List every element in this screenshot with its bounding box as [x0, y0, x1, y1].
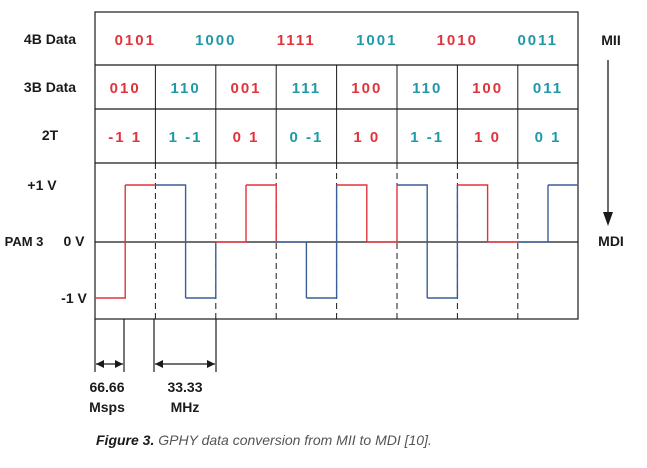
- data-4b-value: 0101: [115, 32, 156, 49]
- waveform-segment: [155, 184, 187, 298]
- data-3b-value: 100: [351, 80, 382, 97]
- measurement-arrowheads: [96, 360, 215, 368]
- two-t-value: 1 0: [474, 129, 501, 146]
- symbol-rate-value: 66.66: [89, 379, 124, 395]
- two-t-value: 0 1: [535, 129, 562, 146]
- data-3b-value: 111: [292, 80, 321, 97]
- two-t-values: -1 1 1 -1 0 1 0 -1 1 0 1 -1 1 0 0 1: [108, 129, 562, 146]
- row-dividers: [154, 65, 519, 163]
- data-3b-value: 011: [533, 80, 563, 97]
- two-t-value: 0 1: [233, 129, 260, 146]
- data-3b-value: 100: [472, 80, 503, 97]
- data-3b-value: 110: [412, 80, 442, 97]
- row-label-3b-data: 3B Data: [24, 79, 76, 95]
- waveform-segment: [336, 184, 368, 242]
- level-label-minus-1v: -1 V: [61, 290, 87, 306]
- data-4b-values: 0101 1000 1111 1001 1010 0011: [115, 32, 558, 49]
- frequency-unit: MHz: [171, 399, 200, 415]
- waveform-segment: [457, 184, 489, 242]
- waveform-segment: [397, 184, 428, 298]
- waveform-segment: [517, 185, 549, 243]
- frequency-value: 33.33: [167, 379, 202, 395]
- arrow-down-icon: [603, 212, 613, 226]
- data-3b-values: 010 110 001 111 100 110 100 011: [110, 80, 563, 97]
- waveform-segment: [246, 184, 277, 242]
- data-4b-value: 1000: [195, 32, 236, 49]
- waveform-segment: [306, 185, 338, 299]
- waveform-segment: [95, 185, 126, 299]
- two-t-value: 1 -1: [410, 129, 444, 146]
- waveform-segment: [215, 185, 247, 243]
- data-4b-value: 0011: [517, 32, 558, 49]
- waveform-segment: [276, 241, 308, 298]
- symbol-rate-unit: Msps: [89, 399, 125, 415]
- waveform-segment: [366, 185, 398, 243]
- pam3-waveform: [95, 184, 579, 299]
- arrow-left-icon: [96, 360, 104, 368]
- two-t-value: 1 0: [353, 129, 380, 146]
- caption-label: Figure 3.: [96, 432, 155, 448]
- data-4b-value: 1001: [356, 32, 397, 49]
- level-label-0v: 0 V: [63, 233, 85, 249]
- caption-text: GPHY data conversion from MII to MDI [10…: [158, 432, 432, 448]
- waveform-segment: [185, 242, 217, 299]
- data-4b-value: 1111: [277, 32, 316, 49]
- level-label-plus-1v: +1 V: [27, 177, 57, 193]
- row-label-4b-data: 4B Data: [24, 31, 76, 47]
- waveform-segment: [427, 185, 459, 299]
- data-3b-value: 001: [230, 80, 261, 97]
- level-label-pam3: PAM 3: [5, 234, 44, 249]
- two-t-value: 0 -1: [289, 129, 323, 146]
- two-t-value: -1 1: [108, 129, 142, 146]
- figure-caption: Figure 3. GPHY data conversion from MII …: [96, 432, 432, 448]
- data-3b-value: 110: [170, 80, 200, 97]
- two-t-value: 1 -1: [169, 129, 203, 146]
- row-label-2t: 2T: [42, 127, 59, 143]
- data-4b-value: 1010: [437, 32, 478, 49]
- arrow-right-icon: [115, 360, 123, 368]
- arrow-right-icon: [207, 360, 215, 368]
- mii-label: MII: [601, 32, 620, 48]
- arrow-left-icon: [155, 360, 163, 368]
- data-3b-value: 010: [110, 80, 141, 97]
- mdi-label: MDI: [598, 233, 624, 249]
